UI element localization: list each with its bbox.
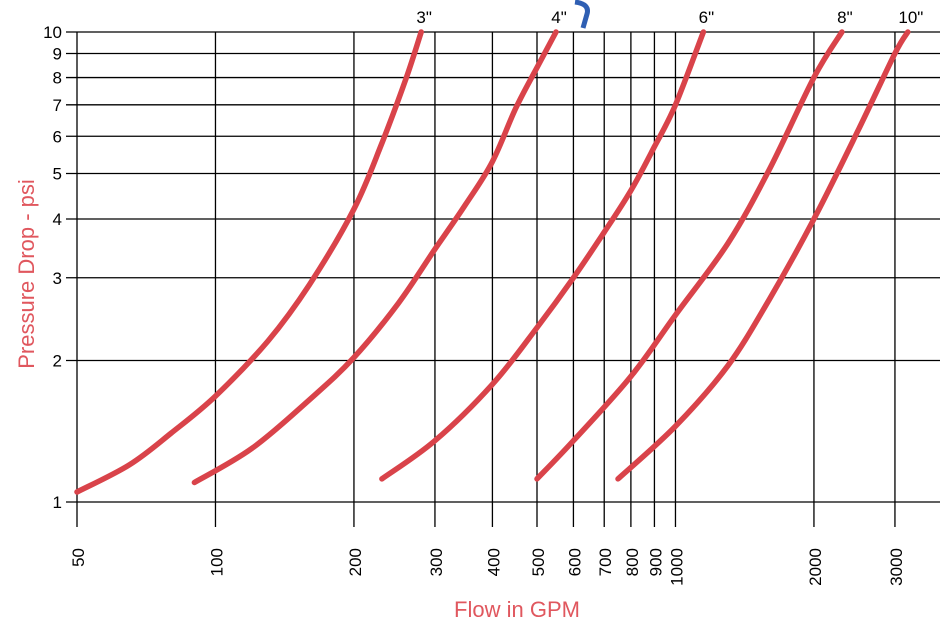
x-tick-label: 800 — [623, 548, 642, 576]
y-tick-label: 2 — [53, 352, 62, 371]
x-tick-label: 2000 — [806, 548, 825, 586]
pipe-size-curve — [534, 29, 845, 482]
x-tick-label: 3000 — [887, 548, 906, 586]
y-tick-label: 10 — [43, 23, 62, 42]
y-tick-label: 7 — [53, 96, 62, 115]
x-tick-label: 100 — [207, 548, 226, 576]
x-tick-label: 500 — [529, 548, 548, 576]
curve-layer — [74, 29, 911, 495]
x-tick-label: 700 — [596, 548, 615, 576]
pipe-size-label: 10" — [898, 8, 923, 27]
y-tick-label: 4 — [53, 210, 62, 229]
pipe-size-curve — [74, 29, 424, 495]
grid-layer — [66, 31, 940, 527]
y-tick-label: 1 — [53, 493, 62, 512]
pipe-size-curve — [615, 29, 911, 482]
y-tick-label: 3 — [53, 269, 62, 288]
pipe-size-curve — [191, 29, 559, 486]
x-tick-label: 50 — [69, 548, 88, 567]
x-tick-label: 400 — [484, 548, 503, 576]
label-layer: 1 2 3 4 5 6 7 8 9 10 50 100 200 300 400 500 600 700 800 900… — [43, 8, 923, 586]
pipe-size-label: 8" — [837, 8, 853, 27]
y-tick-label: 8 — [53, 69, 62, 88]
x-tick-label: 600 — [565, 548, 584, 576]
pipe-size-curve — [379, 29, 707, 482]
x-tick-label: 900 — [646, 548, 665, 576]
x-tick-label: 300 — [427, 548, 446, 576]
y-tick-label: 6 — [53, 127, 62, 146]
title-fragment — [574, 0, 590, 29]
y-tick-label: 5 — [53, 164, 62, 183]
pipe-size-label: 6" — [699, 8, 715, 27]
x-tick-label: 200 — [346, 548, 365, 576]
pipe-size-label: 3" — [416, 8, 432, 27]
x-axis-title: Flow in GPM — [454, 597, 580, 622]
x-tick-label: 1000 — [667, 548, 686, 586]
y-axis-title: Pressure Drop - psi — [14, 179, 39, 369]
y-tick-label: 9 — [53, 45, 62, 64]
pipe-size-label: 4" — [551, 8, 567, 27]
